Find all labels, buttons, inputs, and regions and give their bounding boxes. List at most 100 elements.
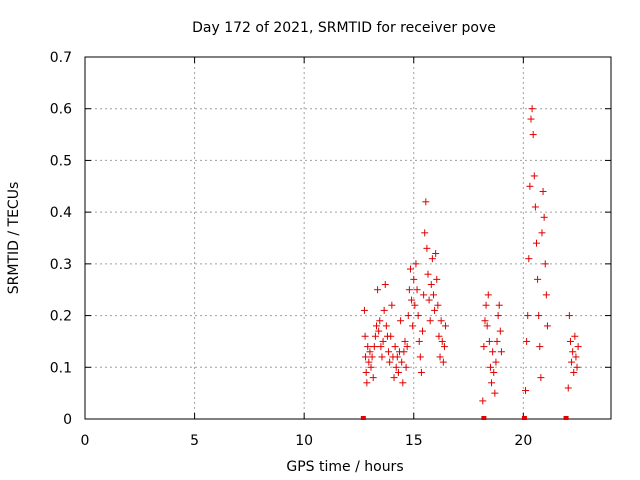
scatter-point: [420, 291, 428, 299]
scatter-point: [401, 337, 409, 345]
scatter-point: [419, 327, 427, 335]
y-tick-label: 0.3: [50, 257, 72, 273]
scatter-point: [497, 348, 505, 356]
scatter-point: [391, 343, 399, 351]
scatter-point: [568, 358, 576, 366]
x-tick-label: 0: [81, 433, 90, 449]
scatter-point: [538, 229, 546, 237]
scatter-point: [361, 332, 369, 340]
y-tick-label: 0: [63, 412, 72, 428]
scatter-point: [529, 131, 537, 139]
scatter-point: [390, 374, 398, 382]
scatter-point: [528, 105, 536, 113]
scatter-point: [414, 312, 422, 320]
scatter-point: [491, 389, 499, 397]
x-axis-label: GPS time / hours: [286, 459, 403, 475]
scatter-point: [535, 312, 543, 320]
scatter-point: [480, 343, 488, 351]
scatter-point: [364, 343, 372, 351]
scatter-point: [432, 250, 440, 258]
scatter-point: [526, 182, 534, 190]
scatter-point: [490, 368, 498, 376]
scatter-point: [370, 343, 378, 351]
scatter-point: [380, 306, 388, 314]
scatter-point: [564, 384, 572, 392]
scatter-point: [406, 265, 414, 273]
scatter-point: [531, 203, 539, 211]
scatter-point: [377, 343, 385, 351]
scatter-point: [400, 348, 408, 356]
scatter-point: [493, 337, 501, 345]
scatter-point: [481, 317, 489, 325]
scatter-point: [378, 353, 386, 361]
scatter-point: [369, 374, 377, 382]
scatter-point: [542, 291, 550, 299]
scatter-point: [360, 306, 368, 314]
y-tick-label: 0.4: [50, 205, 72, 221]
scatter-point: [394, 368, 402, 376]
scatter-point: [362, 353, 370, 361]
scatter-point: [570, 368, 578, 376]
scatter-point: [426, 317, 434, 325]
zero-marker: [521, 416, 527, 420]
scatter-point: [381, 281, 389, 289]
zero-marker: [360, 416, 366, 420]
scatter-point: [434, 301, 442, 309]
plot-area: [84, 56, 612, 420]
scatter-point: [398, 358, 406, 366]
scatter-points: [360, 105, 582, 405]
scatter-point: [409, 322, 417, 330]
scatter-point: [393, 353, 401, 361]
scatter-point: [439, 358, 447, 366]
axis-ticks: 0 0.1 0.2 0.3 0.4 0.5 0.6 0.7 0 5 10 15 20: [50, 50, 611, 449]
scatter-point: [437, 317, 445, 325]
zero-marker: [563, 416, 569, 420]
scatter-point: [488, 379, 496, 387]
scatter-point: [574, 343, 582, 351]
y-tick-label: 0.5: [50, 153, 72, 169]
scatter-point: [367, 363, 375, 371]
y-tick-label: 0.6: [50, 102, 72, 118]
scatter-point: [433, 275, 441, 283]
scatter-point: [375, 327, 383, 335]
scatter-point: [402, 363, 410, 371]
scatter-point: [438, 337, 446, 345]
scatter-point: [486, 363, 494, 371]
scatter-point: [425, 296, 433, 304]
scatter-point: [416, 353, 424, 361]
scatter-point: [415, 337, 423, 345]
scatter-point: [494, 312, 502, 320]
scatter-point: [569, 348, 577, 356]
scatter-point: [385, 348, 393, 356]
scatter-point: [397, 317, 405, 325]
scatter-point: [527, 115, 535, 123]
grid: [85, 57, 611, 419]
zero-marker: [481, 416, 487, 420]
scatter-point: [483, 322, 491, 330]
scatter-point: [536, 343, 544, 351]
scatter-point: [573, 363, 581, 371]
x-tick-label: 20: [514, 433, 532, 449]
scatter-point: [387, 332, 395, 340]
scatter-point: [479, 397, 487, 405]
scatter-point: [410, 275, 418, 283]
x-tick-label: 15: [405, 433, 423, 449]
scatter-point: [482, 301, 490, 309]
scatter-point: [440, 343, 448, 351]
scatter-point: [412, 260, 420, 268]
scatter-point: [428, 255, 436, 263]
scatter-point: [429, 291, 437, 299]
scatter-point: [522, 387, 530, 395]
scatter-point: [530, 172, 538, 180]
scatter-point: [540, 213, 548, 221]
scatter-point: [436, 353, 444, 361]
scatter-point: [537, 374, 545, 382]
scatter-point: [496, 327, 504, 335]
scatter-point: [495, 301, 503, 309]
scatter-point: [523, 337, 531, 345]
scatter-point: [365, 358, 373, 366]
scatter-point: [424, 270, 432, 278]
scatter-point: [411, 301, 419, 309]
scatter-point: [366, 348, 374, 356]
